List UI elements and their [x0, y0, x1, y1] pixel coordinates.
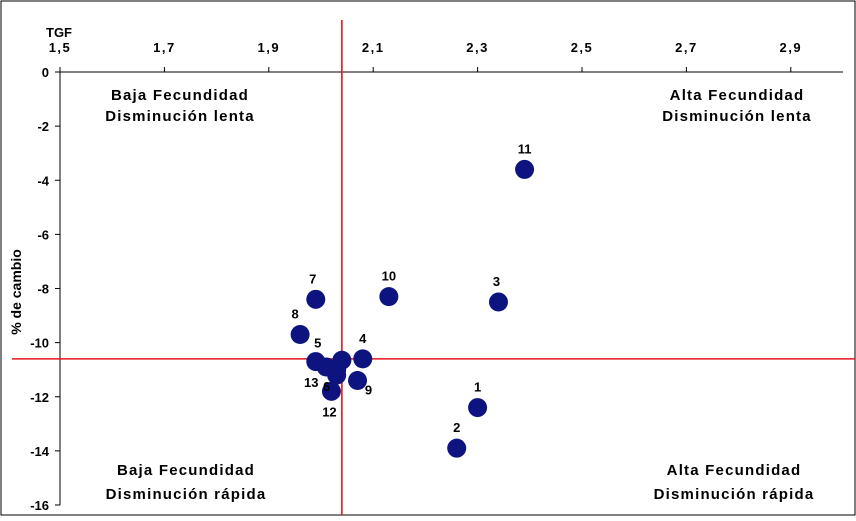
x-tick-label: 1,5 — [49, 40, 72, 55]
y-tick-label: -16 — [30, 498, 49, 513]
data-point-marker — [327, 360, 347, 380]
y-tick-label: -2 — [37, 119, 49, 134]
quadrant-bottom-left-line-1: Baja Fecundidad — [117, 462, 255, 479]
x-tick-label: 1,7 — [153, 40, 176, 55]
data-point-label: 2 — [453, 420, 460, 435]
y-tick-label: -4 — [37, 173, 49, 188]
x-tick-label: 2,5 — [571, 40, 594, 55]
data-point-label: 1 — [474, 380, 481, 395]
data-point-marker — [321, 381, 341, 401]
data-point-marker — [488, 292, 508, 312]
y-tick-label: -12 — [30, 390, 49, 405]
y-axis-label: % de cambio — [8, 249, 24, 335]
data-point-marker — [447, 438, 467, 458]
data-point-label: 11 — [518, 141, 532, 156]
data-point-marker — [348, 371, 368, 391]
data-point-label: 4 — [359, 331, 367, 346]
data-point-label: 13 — [304, 375, 318, 390]
data-point-marker — [379, 287, 399, 307]
data-point-label: 12 — [322, 404, 336, 419]
x-tick-label: 2,1 — [362, 40, 385, 55]
data-point-label: 3 — [493, 274, 500, 289]
data-point-label: 7 — [309, 271, 316, 286]
data-point-label: 5 — [314, 336, 321, 351]
plot-area: 1,5 1,7 1,9 2,1 2,3 2,5 2,7 2,9 0 -2 -4 -6 -8 -10 -12 -… — [12, 20, 855, 515]
quadrant-top-left-line-2: Disminución lenta — [105, 108, 255, 125]
y-tick-label: -6 — [37, 227, 49, 242]
data-point-marker — [353, 349, 373, 369]
quadrant-bottom-right-line-1: Alta Fecundidad — [667, 462, 802, 479]
x-tick-label: 2,7 — [675, 40, 698, 55]
data-point-marker — [468, 398, 488, 418]
x-axis-label: TGF — [46, 25, 72, 40]
data-point-marker — [515, 159, 535, 179]
y-tick-label: -14 — [30, 444, 50, 459]
quadrant-top-right-line-2: Disminución lenta — [662, 108, 812, 125]
quadrant-top-right-line-1: Alta Fecundidad — [670, 87, 805, 104]
quadrant-labels: Baja Fecundidad Disminución lenta Alta F… — [105, 87, 815, 503]
data-point-label: 6 — [323, 379, 330, 394]
y-tick-label: 0 — [42, 65, 49, 80]
quadrant-bottom-left-line-2: Disminución rápida — [106, 486, 267, 503]
x-tick-label: 2,9 — [780, 40, 803, 55]
data-point-marker — [290, 325, 310, 345]
x-tick-label: 1,9 — [258, 40, 281, 55]
x-tick-label: 2,3 — [466, 40, 489, 55]
data-point-label: 10 — [382, 269, 396, 284]
quadrant-bottom-right-line-2: Disminución rápida — [654, 486, 815, 503]
data-point-marker — [306, 289, 326, 309]
quadrant-top-left-line-1: Baja Fecundidad — [111, 87, 249, 104]
y-tick-label: -10 — [30, 336, 49, 351]
data-point-label: 8 — [292, 307, 299, 322]
y-tick-label: -8 — [37, 282, 49, 297]
data-point-label: 9 — [365, 383, 372, 398]
